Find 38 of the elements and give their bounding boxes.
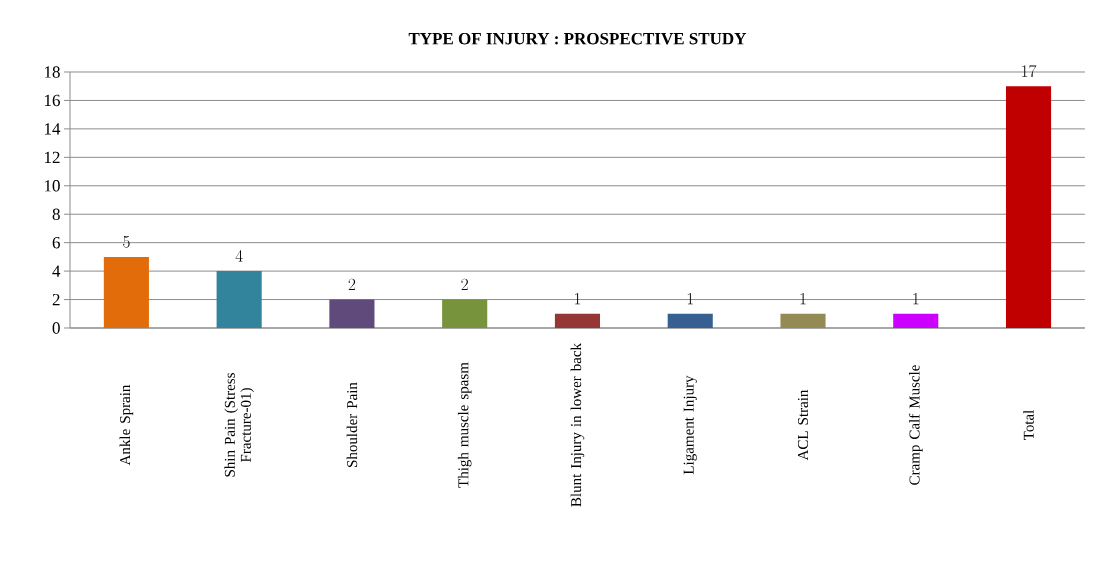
y-tick-label: 8: [52, 208, 60, 220]
data-label: 4: [235, 250, 243, 262]
bar: [442, 299, 488, 328]
x-tick-label: Ligament Injury: [683, 375, 697, 475]
data-label: 2: [461, 278, 468, 291]
data-label: 1: [800, 292, 806, 305]
bar: [329, 299, 375, 328]
x-tick-label: Shoulder Pain: [346, 382, 358, 467]
data-label: 17: [1022, 65, 1037, 77]
chart-title: TYPE OF INJURY : PROSPECTIVE STUDY: [408, 32, 747, 45]
y-tick-label: 12: [44, 151, 60, 163]
x-tick-label: Shin Pain (Stress Fracture-01): [224, 373, 254, 477]
y-tick-label: 18: [44, 66, 60, 78]
y-tick-label: 10: [44, 180, 60, 192]
x-tick-label: Ankle Sprain: [119, 384, 134, 466]
y-tick-label: 2: [52, 293, 60, 306]
bar: [1005, 86, 1052, 328]
y-tick-label: 14: [44, 123, 61, 135]
bar: [893, 313, 939, 328]
bar: [667, 313, 713, 328]
bar: [554, 313, 601, 328]
x-tick-label: ACL Strain: [797, 389, 809, 461]
bar: [216, 271, 262, 328]
bar: [103, 256, 149, 328]
y-tick-label: 4: [52, 265, 61, 277]
data-label: 1: [687, 292, 693, 305]
bar: [780, 313, 826, 328]
data-label: 2: [348, 278, 356, 291]
x-tick-label: Total: [1023, 409, 1034, 441]
x-tick-label: Thigh muscle spasm: [457, 362, 472, 488]
y-tick-label: 0: [52, 322, 60, 334]
y-tick-label: 6: [52, 236, 60, 249]
data-label: 1: [575, 292, 581, 305]
y-tick-label: 16: [44, 94, 60, 107]
x-tick-label: Blunt Injury in lower back: [570, 342, 585, 507]
data-label: 1: [913, 292, 919, 305]
data-label: 5: [123, 236, 130, 248]
x-tick-label: Cramp Calf Muscle: [908, 365, 923, 485]
